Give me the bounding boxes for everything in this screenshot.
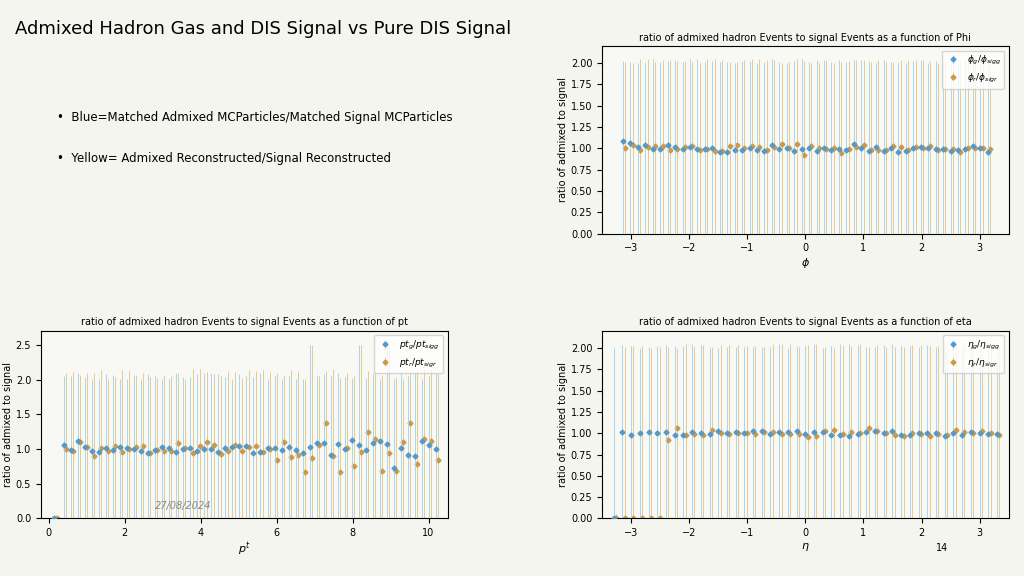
Text: 27/08/2024: 27/08/2024 (155, 501, 211, 511)
Legend: $\phi_g/\phi_{sigg}$, $\phi_r/\phi_{sigr}$: $\phi_g/\phi_{sigg}$, $\phi_r/\phi_{sigr… (942, 51, 1005, 89)
Y-axis label: ratio of admixed to signal: ratio of admixed to signal (3, 362, 13, 487)
Legend: $\eta_g/\eta_{sigg}$, $\eta_r/\eta_{sigr}$: $\eta_g/\eta_{sigg}$, $\eta_r/\eta_{sigr… (943, 335, 1005, 373)
Text: •  Yellow= Admixed Reconstructed/Signal Reconstructed: • Yellow= Admixed Reconstructed/Signal R… (57, 152, 391, 165)
Text: 14: 14 (936, 543, 948, 553)
X-axis label: $\eta$: $\eta$ (801, 541, 810, 553)
Y-axis label: ratio of admixed to signal: ratio of admixed to signal (558, 77, 568, 202)
Text: Admixed Hadron Gas and DIS Signal vs Pure DIS Signal: Admixed Hadron Gas and DIS Signal vs Pur… (15, 20, 512, 38)
X-axis label: $p^t$: $p^t$ (238, 541, 251, 559)
Title: ratio of admixed hadron Events to signal Events as a function of pt: ratio of admixed hadron Events to signal… (81, 317, 408, 327)
Title: ratio of admixed hadron Events to signal Events as a function of eta: ratio of admixed hadron Events to signal… (639, 317, 972, 327)
Title: ratio of admixed hadron Events to signal Events as a function of Phi: ratio of admixed hadron Events to signal… (639, 32, 972, 43)
Legend: $pt_g/pt_{sigg}$, $pt_r/pt_{sigr}$: $pt_g/pt_{sigg}$, $pt_r/pt_{sigr}$ (375, 335, 443, 373)
Y-axis label: ratio of admixed to signal: ratio of admixed to signal (558, 362, 568, 487)
X-axis label: $\phi$: $\phi$ (801, 256, 810, 270)
Text: •  Blue=Matched Admixed MCParticles/Matched Signal MCParticles: • Blue=Matched Admixed MCParticles/Match… (57, 111, 453, 124)
